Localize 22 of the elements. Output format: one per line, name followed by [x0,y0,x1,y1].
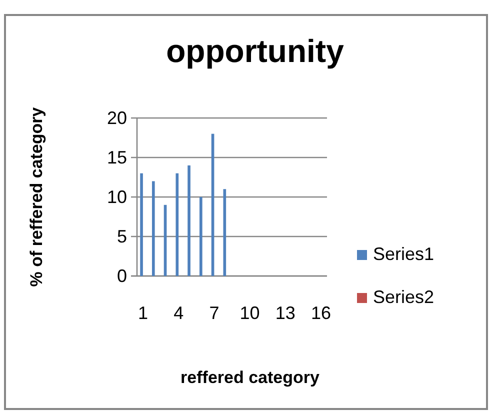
bar [223,189,226,276]
y-tick-label: 5 [116,226,127,246]
y-tick-label: 20 [106,108,127,128]
x-tick-label: 4 [174,302,184,323]
bar [188,165,190,276]
x-tick-label: 13 [275,302,296,323]
x-tick-label: 10 [240,302,260,323]
x-axis-title: reffered category [180,368,320,387]
bar [152,181,155,276]
bar [140,173,143,276]
x-tick-label: 16 [311,302,332,323]
bar [199,197,202,276]
chart-title: opportunity [166,33,344,69]
bar [176,173,179,276]
y-axis-title: % of reffered category [27,106,46,287]
x-tick-label: 7 [209,302,220,323]
legend-label: Series1 [373,244,434,264]
y-tick-label: 0 [116,266,127,286]
x-tick-label: 1 [138,302,148,323]
legend-label: Series2 [373,287,434,307]
y-tick-label: 10 [106,186,127,207]
y-tick-label: 15 [106,147,127,168]
